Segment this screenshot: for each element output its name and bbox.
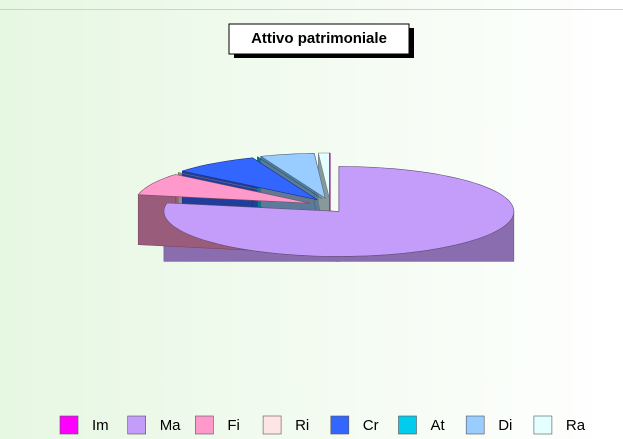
slice	[259, 152, 326, 199]
legend-label: Cr	[363, 417, 379, 434]
slice	[137, 174, 311, 204]
legend-label: Ma	[160, 417, 181, 434]
legend-label: At	[431, 417, 446, 434]
legend-label: Di	[498, 417, 512, 434]
legend-swatch	[195, 415, 214, 435]
legend-swatch	[330, 415, 350, 435]
legend-swatch	[465, 415, 485, 435]
title-box	[228, 23, 410, 55]
slice	[178, 172, 314, 202]
chart-title: Attivo patrimoniale	[251, 30, 387, 47]
pie	[137, 152, 515, 262]
legend-swatch	[398, 415, 417, 435]
legend-label: Im	[92, 417, 109, 434]
slice	[257, 156, 323, 199]
slice	[163, 166, 515, 257]
legend-label: Fi	[227, 417, 240, 434]
slice	[182, 157, 318, 200]
legend-label: Ra	[566, 417, 586, 434]
legend: Im Ma Fi Ri Cr At Di Ra	[59, 415, 586, 435]
legend-swatch	[533, 415, 553, 435]
legend-label: Ri	[295, 417, 309, 434]
slice	[317, 152, 330, 199]
legend-swatch	[59, 415, 79, 435]
legend-swatch	[127, 415, 146, 435]
legend-swatch	[262, 415, 282, 435]
